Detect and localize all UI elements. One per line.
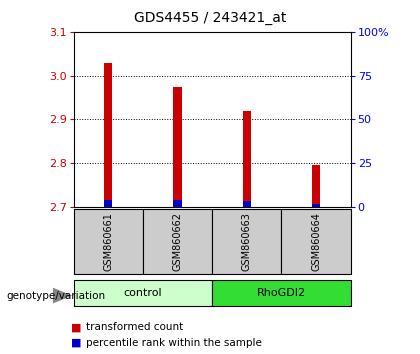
Bar [74, 280, 212, 306]
Bar [143, 209, 212, 274]
Bar [243, 201, 251, 207]
Bar [212, 209, 281, 274]
Polygon shape [53, 287, 72, 304]
Text: genotype/variation: genotype/variation [6, 291, 105, 301]
Text: transformed count: transformed count [86, 322, 184, 332]
Bar [74, 209, 143, 274]
Bar [312, 165, 320, 207]
Bar [212, 280, 351, 306]
Text: GSM860662: GSM860662 [173, 212, 182, 271]
Bar [312, 204, 320, 207]
Text: percentile rank within the sample: percentile rank within the sample [86, 338, 262, 348]
Bar [104, 200, 112, 207]
Text: GSM860663: GSM860663 [242, 212, 252, 271]
Bar [104, 63, 112, 207]
Text: RhoGDI2: RhoGDI2 [257, 288, 306, 298]
Text: GSM860661: GSM860661 [103, 212, 113, 271]
Text: control: control [123, 288, 162, 298]
Text: ■: ■ [71, 322, 82, 332]
Bar [173, 87, 181, 207]
Text: GSM860664: GSM860664 [311, 212, 321, 271]
Text: GDS4455 / 243421_at: GDS4455 / 243421_at [134, 11, 286, 25]
Bar [281, 209, 351, 274]
Bar [243, 111, 251, 207]
Bar [173, 200, 181, 207]
Text: ■: ■ [71, 338, 82, 348]
